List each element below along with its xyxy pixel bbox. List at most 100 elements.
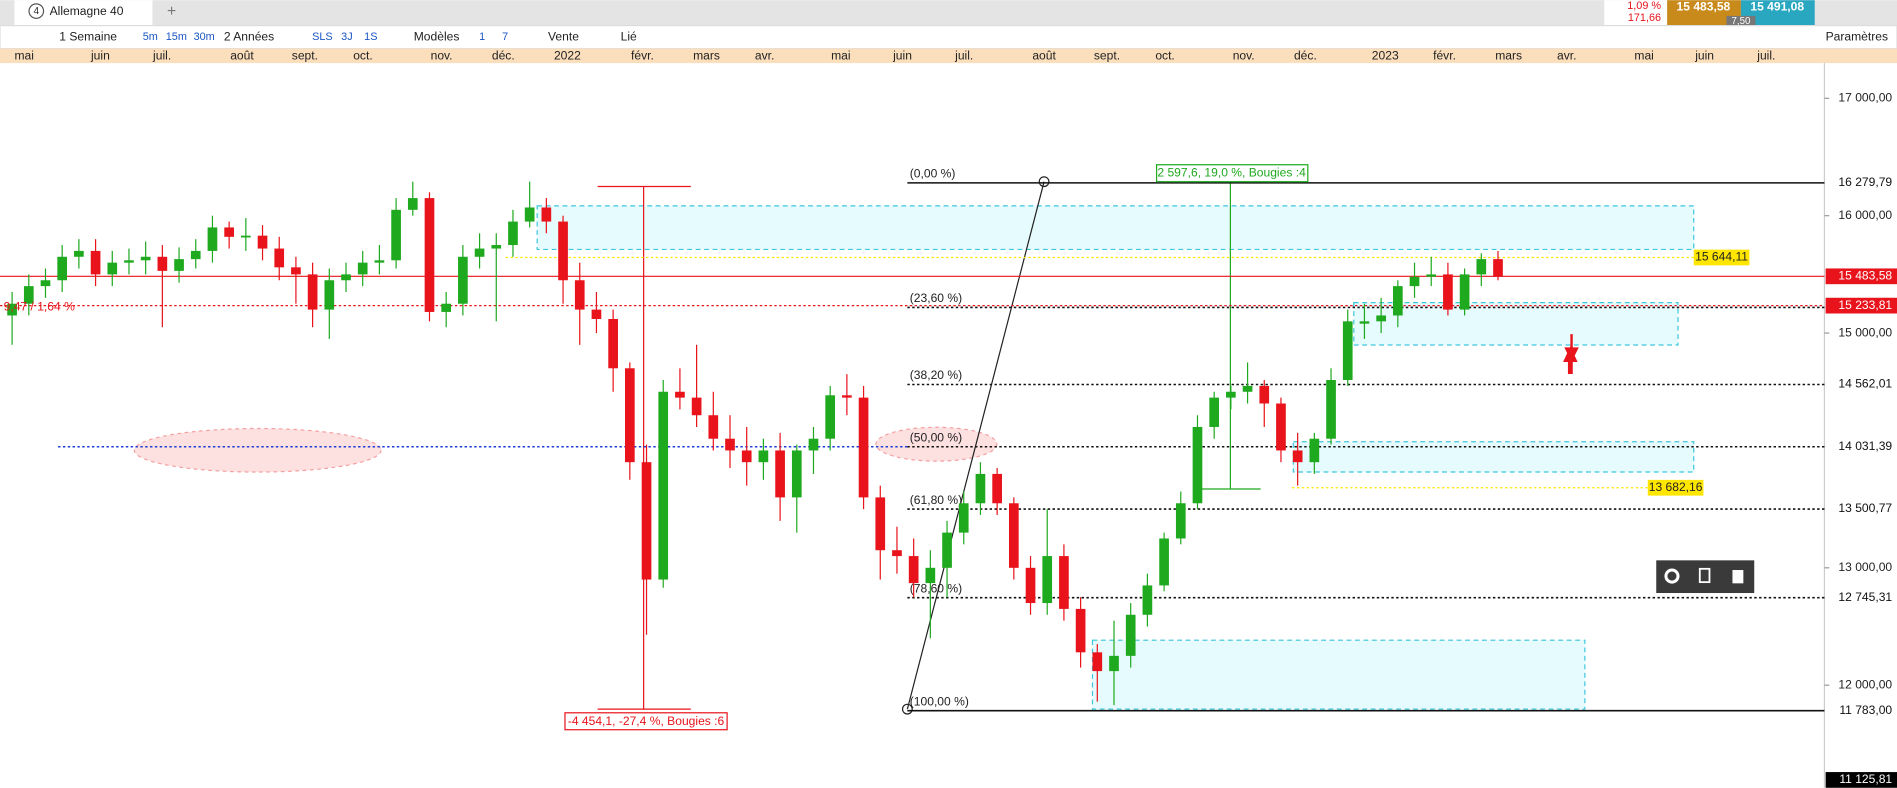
candle-body [808,438,819,451]
candle-body [174,259,184,271]
candle-body [958,503,969,533]
copy-icon[interactable] [1698,567,1711,584]
candle-body [157,256,168,271]
candle-body [341,274,351,281]
quick-interval[interactable]: 15m [166,31,187,43]
candle-body [1359,321,1370,324]
candle-body [357,262,368,275]
fib-label: (38,20 %) [910,368,962,382]
marks: mai juin juil. août sept. oct. nov. déc. 2022 fév… [0,49,1897,788]
mode[interactable]: SLS [312,31,333,43]
price-tag [1825,376,1897,393]
interval[interactable]: 1 Semaine [59,29,117,43]
candle-body [1459,274,1470,310]
candle-body [190,250,201,260]
candle-body [758,450,769,463]
price-tag-label: 11 125,81 [1839,772,1892,786]
candle-body [23,286,34,304]
candle-body [641,462,652,580]
price-tag-label: 15 233,81 [1838,298,1892,312]
zone [1353,302,1679,346]
tab-bar [0,0,1897,26]
price-tag-label: 16 279,79 [1838,175,1892,189]
models[interactable]: Modèles [414,29,460,43]
count[interactable]: 1 [479,31,485,43]
settings-icon[interactable] [1664,568,1680,584]
candle-body [1309,438,1320,463]
time-axis [0,48,1897,64]
price-tag [1825,702,1897,719]
candle-body [474,248,485,257]
price-label-box [1693,249,1750,266]
month-label: juin [1694,49,1714,63]
price-tag-label: 15 483,58 [1838,268,1892,282]
fib-label: (78,60 %) [910,581,962,595]
fib-label: (100,00 %) [910,694,969,708]
price-tag [1825,772,1897,788]
candle-body [1476,259,1487,275]
price-label: 13 682,16 [1649,480,1703,494]
candle-body [491,245,502,249]
month-label: 2023 [1372,49,1399,63]
fib-label: (50,00 %) [910,430,962,444]
month-label: avr. [1557,49,1576,63]
price-label-box [1647,479,1704,496]
candle-body [1209,397,1220,427]
quote-change-abs: 171,66 [1628,12,1661,24]
candle-body [992,473,1002,504]
quick-interval[interactable]: 5m [143,31,158,43]
candle-body [741,450,752,463]
price-tag [1825,174,1897,191]
link[interactable]: Lié [621,29,637,43]
candle-body [1259,385,1270,404]
candle-body [925,567,936,584]
candle-body [7,303,17,316]
tab-title: Allemagne 40 [50,4,124,18]
candle-body [908,556,919,584]
candle-body [207,227,218,251]
month-label: oct. [353,49,372,63]
spread-box [1726,15,1756,26]
candle-body [1292,450,1303,463]
month-label: sept. [292,49,318,63]
fib-anchor [1038,176,1050,188]
add-tab[interactable]: + [167,3,176,20]
candle-body [1426,274,1437,277]
candle-body [424,198,435,312]
range[interactable]: 2 Années [224,29,274,43]
price-tag [1825,501,1897,517]
candle-body [558,221,568,281]
candle-body [825,395,836,439]
candle-body [307,274,318,310]
delete-icon[interactable] [1732,570,1744,584]
candle-body [658,391,669,580]
candle-body [842,395,852,398]
month-label: févr. [1433,49,1456,63]
price-tick-label: 17 000,00 [1838,91,1892,105]
candle-body [40,280,51,287]
price-tag-label: 12 745,31 [1838,590,1892,604]
month-label: déc. [492,49,515,63]
settings[interactable]: Paramètres [1826,29,1888,43]
price-tag-label: 14 031,39 [1838,439,1892,453]
month-label: mai [831,49,850,63]
quick-interval[interactable]: 30m [194,31,215,43]
order[interactable]: Vente [548,29,579,43]
candle-body [1025,567,1036,604]
month-label: mai [1634,49,1653,63]
month-label: sept. [1094,49,1120,63]
mode[interactable]: 1S [364,31,377,43]
candle-body [858,397,869,498]
zone [536,205,1695,251]
count[interactable]: 7 [502,31,508,43]
candle-body [591,309,602,319]
mode[interactable]: 3J [341,31,352,43]
fib-anchor [901,703,913,715]
month-label: nov. [1233,49,1255,63]
month-label: avr. [755,49,774,63]
candle-body [892,550,902,557]
price-tick-label: 15 000,00 [1838,325,1892,339]
candle-body [1008,503,1019,568]
month-label: mai [14,49,33,63]
